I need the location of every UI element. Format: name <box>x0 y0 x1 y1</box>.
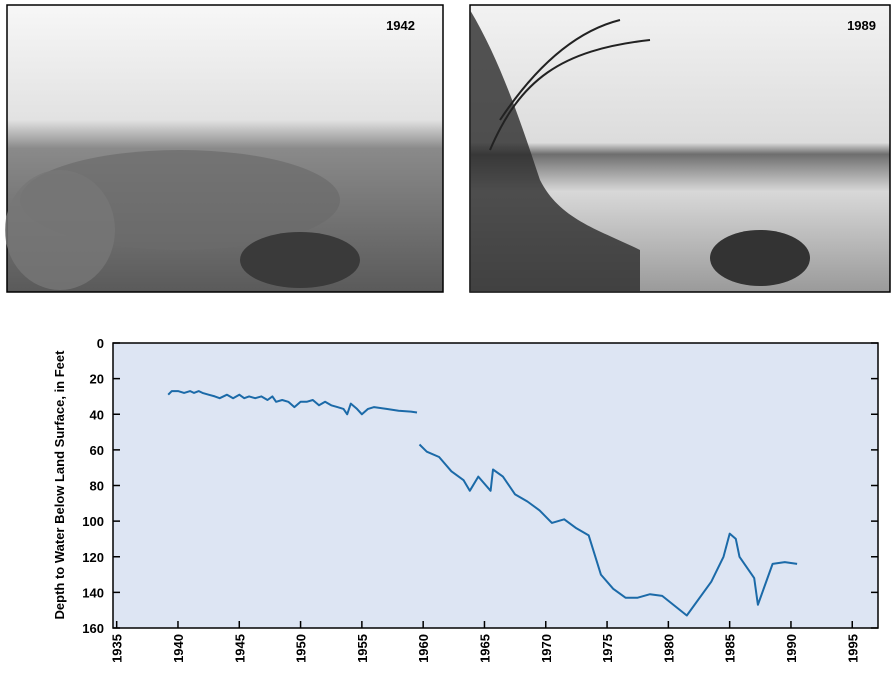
y-tick-label: 40 <box>90 407 104 422</box>
x-tick-label: 1970 <box>539 634 554 663</box>
photo-label: 1989 <box>847 18 876 33</box>
x-tick-label: 1935 <box>110 634 125 663</box>
x-tick-label: 1950 <box>294 634 309 663</box>
x-tick-label: 1975 <box>600 634 615 663</box>
y-tick-label: 0 <box>97 336 104 351</box>
y-tick-label: 60 <box>90 443 104 458</box>
x-tick-label: 1955 <box>355 634 370 663</box>
x-tick-label: 1990 <box>784 634 799 663</box>
y-tick-label: 160 <box>82 621 104 636</box>
photo-1989: 1989 <box>470 5 890 292</box>
figure: 1942 1989 Depth to Water Below Land Surf… <box>0 0 894 673</box>
x-tick-label: 1985 <box>723 634 738 663</box>
photo-label: 1942 <box>386 18 415 33</box>
y-tick-label: 140 <box>82 585 104 600</box>
plot-area <box>113 343 878 628</box>
x-tick-label: 1960 <box>416 634 431 663</box>
x-tick-label: 1980 <box>661 634 676 663</box>
x-tick-label: 1940 <box>171 634 186 663</box>
photo-1942: 1942 <box>5 5 443 292</box>
y-axis-title: Depth to Water Below Land Surface, in Fe… <box>52 350 67 620</box>
x-tick-label: 1965 <box>477 634 492 663</box>
y-tick-label: 20 <box>90 372 104 387</box>
x-tick-label: 1945 <box>232 634 247 663</box>
y-tick-label: 100 <box>82 514 104 529</box>
x-tick-label: 1995 <box>845 634 860 663</box>
y-tick-label: 120 <box>82 550 104 565</box>
y-tick-label: 80 <box>90 479 104 494</box>
